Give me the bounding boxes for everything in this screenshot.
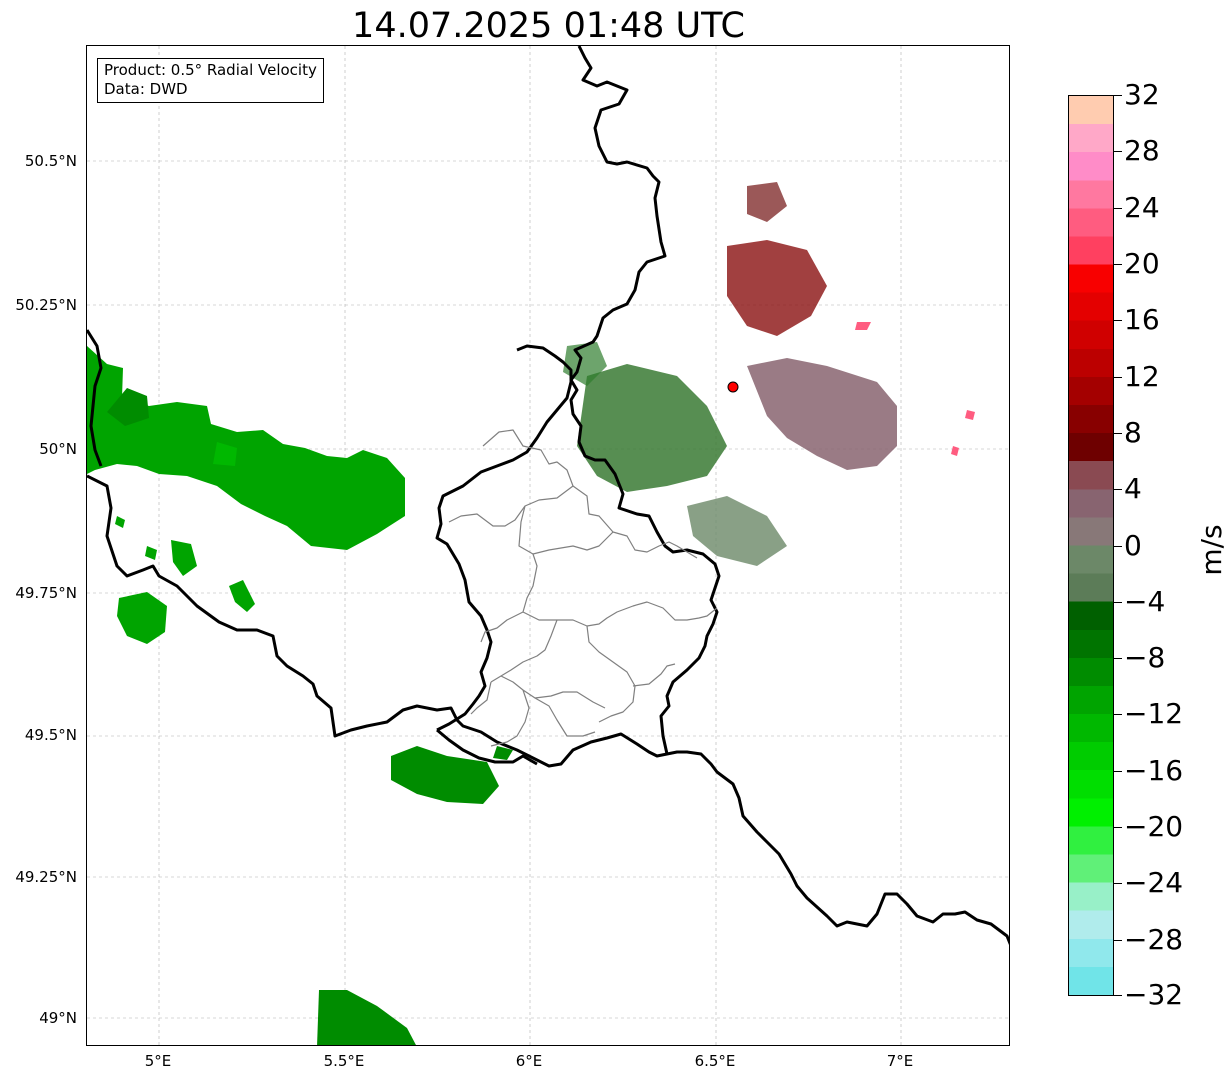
lon-label: 5°E <box>144 1052 172 1070</box>
lon-label: 5.5°E <box>323 1052 365 1070</box>
echo-west-south-cell <box>287 456 387 536</box>
grid-lines <box>87 46 1009 1045</box>
echo-cell-h <box>317 990 416 1045</box>
border-north-east <box>569 46 721 755</box>
lat-label: 49.5°N <box>24 726 77 744</box>
region-border <box>532 531 614 555</box>
region-border <box>470 681 492 715</box>
region-border <box>632 663 676 687</box>
lon-label: 6.5°E <box>694 1052 736 1070</box>
echo-east-brown <box>747 358 897 470</box>
colorbar-label: −32 <box>1124 978 1184 1011</box>
echo-northeast-red <box>727 240 827 336</box>
border-west-belgium-upper <box>87 329 103 467</box>
colorbar-label: 4 <box>1124 472 1142 505</box>
lon-label: 7°E <box>886 1052 914 1070</box>
colorbar-label: −28 <box>1124 923 1184 956</box>
echo-east-green <box>577 364 727 492</box>
lat-label: 50.25°N <box>15 296 77 314</box>
region-border <box>482 429 698 559</box>
map-canvas <box>87 46 1009 1045</box>
region-border <box>490 619 558 683</box>
echo-cell-f <box>391 746 499 804</box>
border-luxembourg-south <box>436 728 538 766</box>
echo-gray-south <box>687 496 787 566</box>
echo-cell-g <box>493 746 513 760</box>
echo-pink-cell-b <box>965 410 975 420</box>
colorbar-tick <box>1114 433 1122 434</box>
echo-cell-c <box>171 540 197 576</box>
colorbar-tick <box>1114 264 1122 265</box>
border-luxembourg <box>435 344 573 732</box>
colorbar-tick <box>1114 151 1122 152</box>
region-border <box>522 601 718 627</box>
echo-cell-a <box>115 516 125 528</box>
data-source-label: Data: DWD <box>104 80 188 98</box>
colorbar-label: −8 <box>1124 641 1166 674</box>
colorbar-tick <box>1114 489 1122 490</box>
colorbar-tick <box>1114 883 1122 884</box>
country-borders <box>87 46 1009 946</box>
colorbar-tick <box>1114 546 1122 547</box>
map-area[interactable] <box>86 45 1010 1046</box>
colorbar-tick <box>1114 714 1122 715</box>
colorbar-label: −4 <box>1124 585 1166 618</box>
colorbar-label: 20 <box>1124 247 1160 280</box>
region-border <box>534 697 596 737</box>
colorbar-label: 24 <box>1124 191 1160 224</box>
lat-label: 49°N <box>39 1009 77 1027</box>
colorbar-tick <box>1114 658 1122 659</box>
colorbar-tick <box>1114 771 1122 772</box>
colorbar-tick <box>1114 827 1122 828</box>
border-west-belgium <box>87 474 1009 946</box>
colorbar-label: −24 <box>1124 866 1184 899</box>
colorbar-label: 16 <box>1124 303 1160 336</box>
region-border <box>448 485 574 527</box>
echo-north-red <box>747 182 787 222</box>
lat-label: 49.75°N <box>15 584 77 602</box>
region-borders <box>448 429 718 747</box>
colorbar-label: 32 <box>1124 78 1160 111</box>
colorbar-label: 28 <box>1124 134 1160 167</box>
product-info-box: Product: 0.5° Radial Velocity Data: DWD <box>97 58 324 103</box>
colorbar-label: −16 <box>1124 754 1184 787</box>
colorbar <box>1068 95 1114 996</box>
velocity-echoes-inbound <box>87 342 727 1045</box>
colorbar-unit-label: m/s <box>1195 524 1225 576</box>
colorbar-label: −12 <box>1124 697 1184 730</box>
colorbar-tick <box>1114 995 1122 996</box>
colorbar-tick <box>1114 602 1122 603</box>
radar-site-marker <box>727 381 739 393</box>
echo-west-cluster-dark <box>107 388 149 426</box>
lat-label: 50.5°N <box>24 152 77 170</box>
echo-west-east-cell <box>213 442 237 466</box>
lat-label: 50°N <box>39 440 77 458</box>
colorbar-tick <box>1114 377 1122 378</box>
colorbar-tick <box>1114 95 1122 96</box>
colorbar-tick <box>1114 208 1122 209</box>
map-title: 14.07.2025 01:48 UTC <box>352 6 745 46</box>
region-border <box>480 505 538 643</box>
lon-label: 6°E <box>515 1052 543 1070</box>
region-border <box>586 625 636 723</box>
colorbar-tick <box>1114 320 1122 321</box>
velocity-echoes-outbound <box>687 182 975 566</box>
echo-cell-e <box>229 580 255 612</box>
colorbar-label: −20 <box>1124 810 1184 843</box>
colorbar-tick <box>1114 940 1122 941</box>
colorbar-label: 0 <box>1124 529 1142 562</box>
region-border <box>490 689 530 747</box>
colorbar-label: 12 <box>1124 360 1160 393</box>
echo-pink-cell-c <box>951 446 959 456</box>
echo-pink-cell-a <box>855 322 871 330</box>
echo-cell-b <box>145 546 157 560</box>
product-label: Product: 0.5° Radial Velocity <box>104 61 317 79</box>
lat-label: 49.25°N <box>15 868 77 886</box>
colorbar-label: 8 <box>1124 416 1142 449</box>
echo-cell-d <box>117 592 167 644</box>
region-border <box>500 675 606 709</box>
